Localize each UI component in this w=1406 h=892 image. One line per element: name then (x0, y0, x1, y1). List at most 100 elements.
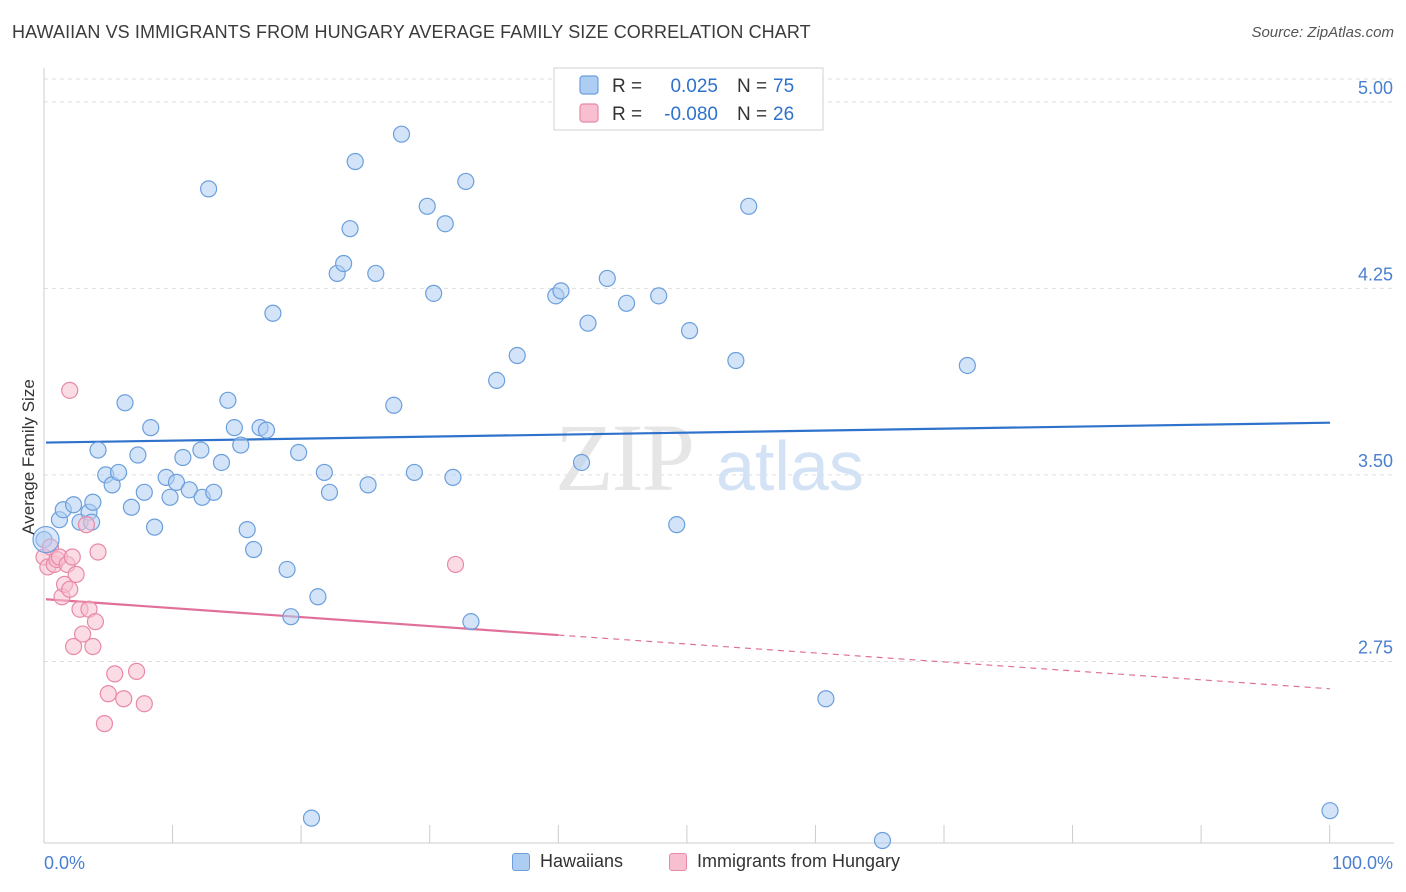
hawaiians-point (205, 483, 223, 501)
hungary-point (73, 625, 92, 643)
hawaiians-point (425, 284, 443, 302)
hawaiians-point (135, 483, 153, 501)
hawaiians-point (122, 498, 141, 516)
hawaiians-point (320, 483, 339, 501)
hungary-point (77, 516, 96, 534)
legend-n-value-2: 26 (773, 104, 794, 125)
hawaiians-point (740, 197, 758, 215)
hungary-point (64, 637, 83, 656)
points-layer (32, 125, 1339, 850)
hungary-point (115, 690, 133, 708)
hawaiians-point (84, 493, 102, 511)
hawaiians-point (488, 371, 506, 389)
hawaiians-point (145, 518, 164, 536)
hawaiians-point (212, 453, 231, 472)
hawaiians-point (617, 294, 636, 312)
hawaiians-point (680, 322, 699, 340)
hawaiians-point (64, 496, 83, 514)
hawaiians-point (385, 396, 403, 414)
hawaiians-point (436, 215, 454, 233)
y-tick-label: 3.50 (1358, 451, 1393, 471)
watermark-atlas: atlas (716, 427, 864, 505)
hawaiians-point (142, 419, 160, 437)
hawaiians-point (418, 197, 436, 215)
hawaiians-point (225, 419, 243, 437)
legend-swatch-hawaiians (579, 75, 599, 95)
hawaiians-point (579, 314, 597, 332)
hawaiians-point (727, 351, 745, 370)
hawaiians-point (392, 125, 411, 143)
chart-source: Source: ZipAtlas.com (1251, 24, 1394, 41)
hawaiians-point (180, 481, 198, 499)
hawaiians-point (309, 588, 327, 606)
hungary-point (86, 613, 105, 631)
x-tick-label-max: 100.0% (1332, 853, 1393, 873)
hawaiians-point (257, 421, 276, 439)
hawaiians-point (89, 441, 107, 459)
hawaiians-point (359, 476, 377, 494)
legend-swatch-hungary (579, 103, 599, 123)
hungary-point (61, 580, 79, 598)
watermark: ZIP atlas (555, 404, 864, 511)
grid-layer (44, 78, 1394, 662)
hawaiians-point (817, 690, 835, 708)
hungary-point (95, 715, 114, 733)
hungary-point (67, 565, 85, 583)
hawaiians-point (552, 282, 570, 300)
hawaiians-trend-line (45, 421, 1331, 444)
hawaiians-point (290, 443, 308, 462)
hawaiians-point (572, 453, 591, 472)
hawaiians-point (129, 446, 147, 464)
y-tick-label: 4.25 (1358, 264, 1393, 284)
hungary-point (446, 555, 465, 574)
hawaiians-point (278, 560, 296, 579)
hawaiians-point (219, 391, 237, 409)
hungary-trend-extrapolated (558, 634, 1331, 690)
x-tick-label-min: 0.0% (44, 853, 85, 873)
hawaiians-point (264, 304, 282, 322)
hawaiians-point (174, 448, 192, 467)
hawaiians-point-large (32, 525, 60, 554)
hawaiians-point (444, 468, 462, 486)
axis-layer: 2.75 3.50 4.25 5.00 0.0% 100.0% (43, 68, 1394, 873)
hawaiians-point (245, 540, 263, 559)
hungary-point (99, 685, 117, 703)
legend-n-label-2: N = (737, 104, 767, 125)
legend-r-value-2: -0.080 (664, 104, 718, 125)
hungary-point (106, 665, 124, 683)
hawaiians-point (200, 180, 218, 198)
hawaiians-point (282, 608, 300, 626)
hungary-point (89, 543, 107, 561)
hawaiians-point (335, 254, 353, 273)
hawaiians-point (958, 356, 976, 375)
hungary-trend-line (45, 598, 559, 637)
hawaiians-point (232, 436, 250, 454)
hawaiians-point (650, 287, 668, 305)
chart-title: HAWAIIAN VS IMMIGRANTS FROM HUNGARY AVER… (12, 22, 811, 42)
hawaiians-point (315, 463, 333, 482)
hawaiians-point (192, 441, 210, 459)
y-tick-label: 5.00 (1358, 78, 1393, 98)
y-tick-label: 2.75 (1358, 637, 1393, 657)
legend-r-label-2: R = (612, 104, 642, 125)
hawaiians-point (109, 463, 128, 482)
hawaiians-point (405, 463, 423, 482)
hawaiians-point (302, 809, 321, 827)
legend-label-hawaiians: Hawaiians (540, 851, 624, 871)
correlation-legend: R = 0.025 N = 75 R = -0.080 N = 26 (553, 67, 824, 131)
hawaiians-point (116, 394, 134, 412)
hawaiians-point (161, 488, 179, 506)
hungary-point (135, 695, 153, 713)
hungary-point (63, 548, 81, 566)
y-axis-label: Average Family Size (19, 379, 38, 535)
hungary-point (84, 637, 102, 656)
hawaiians-point (873, 831, 892, 850)
legend-swatch-pink (669, 852, 687, 871)
legend-item-hungary: Immigrants from Hungary (669, 851, 900, 872)
hawaiians-point (238, 521, 256, 539)
hawaiians-point (457, 172, 475, 191)
legend-n-value-1: 75 (773, 76, 794, 97)
hawaiians-point (668, 516, 686, 534)
hungary-point (61, 381, 79, 399)
